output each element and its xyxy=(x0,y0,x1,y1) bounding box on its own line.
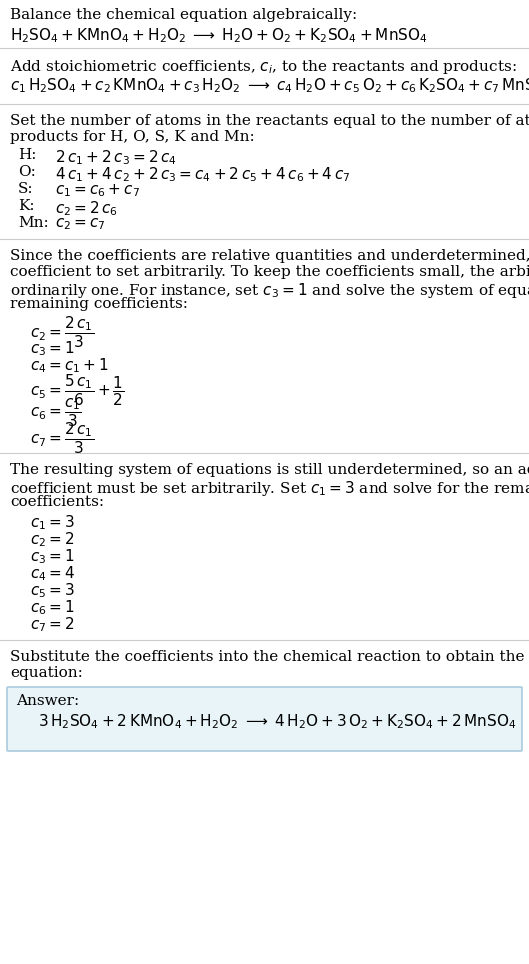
Text: $c_4 = 4$: $c_4 = 4$ xyxy=(30,564,75,582)
Text: $c_5 = \dfrac{5\,c_1}{6} + \dfrac{1}{2}$: $c_5 = \dfrac{5\,c_1}{6} + \dfrac{1}{2}$ xyxy=(30,373,124,409)
Text: O:: O: xyxy=(18,165,36,179)
Text: $c_2 = \dfrac{2\,c_1}{3}$: $c_2 = \dfrac{2\,c_1}{3}$ xyxy=(30,315,94,351)
Text: Mn:: Mn: xyxy=(18,216,49,230)
Text: products for H, O, S, K and Mn:: products for H, O, S, K and Mn: xyxy=(10,130,255,144)
Text: S:: S: xyxy=(18,182,34,196)
Text: $c_3 = 1$: $c_3 = 1$ xyxy=(30,547,75,566)
Text: $4\,c_1 + 4\,c_2 + 2\,c_3 = c_4 + 2\,c_5 + 4\,c_6 + 4\,c_7$: $4\,c_1 + 4\,c_2 + 2\,c_3 = c_4 + 2\,c_5… xyxy=(55,165,350,184)
Text: $c_7 = 2$: $c_7 = 2$ xyxy=(30,615,75,633)
Text: Balance the chemical equation algebraically:: Balance the chemical equation algebraica… xyxy=(10,8,357,22)
Text: $c_1\,\mathrm{H_2SO_4} + c_2\,\mathrm{KMnO_4} + c_3\,\mathrm{H_2O_2} \;\longrigh: $c_1\,\mathrm{H_2SO_4} + c_2\,\mathrm{KM… xyxy=(10,76,529,94)
Text: $c_7 = \dfrac{2\,c_1}{3}$: $c_7 = \dfrac{2\,c_1}{3}$ xyxy=(30,421,94,457)
Text: $3\,\mathrm{H_2SO_4} + 2\,\mathrm{KMnO_4} + \mathrm{H_2O_2} \;\longrightarrow\; : $3\,\mathrm{H_2SO_4} + 2\,\mathrm{KMnO_4… xyxy=(38,712,516,731)
Text: Answer:: Answer: xyxy=(16,694,79,708)
Text: coefficient must be set arbitrarily. Set $c_1 = 3$ and solve for the remaining: coefficient must be set arbitrarily. Set… xyxy=(10,479,529,498)
Text: $c_5 = 3$: $c_5 = 3$ xyxy=(30,581,75,600)
Text: $c_2 = c_7$: $c_2 = c_7$ xyxy=(55,216,106,231)
Text: $\mathrm{H_2SO_4 + KMnO_4 + H_2O_2 \;\longrightarrow\; H_2O + O_2 + K_2SO_4 + Mn: $\mathrm{H_2SO_4 + KMnO_4 + H_2O_2 \;\lo… xyxy=(10,26,427,44)
Text: K:: K: xyxy=(18,199,34,213)
Text: Add stoichiometric coefficients, $c_i$, to the reactants and products:: Add stoichiometric coefficients, $c_i$, … xyxy=(10,58,517,76)
Text: $2\,c_1 + 2\,c_3 = 2\,c_4$: $2\,c_1 + 2\,c_3 = 2\,c_4$ xyxy=(55,148,177,167)
Text: $c_2 = 2$: $c_2 = 2$ xyxy=(30,530,75,549)
Text: $c_4 = c_1 + 1$: $c_4 = c_1 + 1$ xyxy=(30,356,109,375)
Text: $c_6 = 1$: $c_6 = 1$ xyxy=(30,598,75,617)
FancyBboxPatch shape xyxy=(7,687,522,751)
Text: ordinarily one. For instance, set $c_3 = 1$ and solve the system of equations fo: ordinarily one. For instance, set $c_3 =… xyxy=(10,281,529,300)
Text: coefficients:: coefficients: xyxy=(10,495,104,509)
Text: $c_1 = 3$: $c_1 = 3$ xyxy=(30,513,75,532)
Text: $c_3 = 1$: $c_3 = 1$ xyxy=(30,339,75,358)
Text: remaining coefficients:: remaining coefficients: xyxy=(10,297,188,311)
Text: $c_6 = \dfrac{c_1}{3}$: $c_6 = \dfrac{c_1}{3}$ xyxy=(30,397,82,430)
Text: $c_2 = 2\,c_6$: $c_2 = 2\,c_6$ xyxy=(55,199,118,218)
Text: Substitute the coefficients into the chemical reaction to obtain the balanced: Substitute the coefficients into the che… xyxy=(10,650,529,664)
Text: coefficient to set arbitrarily. To keep the coefficients small, the arbitrary va: coefficient to set arbitrarily. To keep … xyxy=(10,265,529,279)
Text: Set the number of atoms in the reactants equal to the number of atoms in the: Set the number of atoms in the reactants… xyxy=(10,114,529,128)
Text: H:: H: xyxy=(18,148,37,162)
Text: The resulting system of equations is still underdetermined, so an additional: The resulting system of equations is sti… xyxy=(10,463,529,477)
Text: equation:: equation: xyxy=(10,666,83,680)
Text: Since the coefficients are relative quantities and underdetermined, choose a: Since the coefficients are relative quan… xyxy=(10,249,529,263)
Text: $c_1 = c_6 + c_7$: $c_1 = c_6 + c_7$ xyxy=(55,182,140,199)
